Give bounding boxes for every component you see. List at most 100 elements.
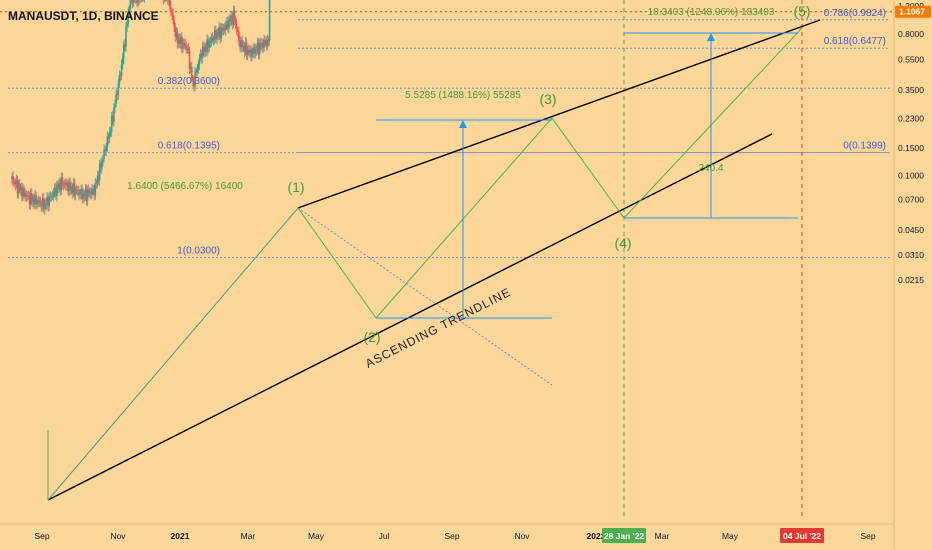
candle	[45, 198, 47, 211]
candle-body	[53, 187, 56, 193]
candle-body	[267, 39, 270, 42]
wave-label: (5)	[793, 3, 810, 19]
candle-body	[212, 39, 215, 41]
candle	[136, 0, 138, 7]
price-badge-bg	[895, 5, 931, 18]
candle-body	[254, 48, 257, 54]
candle	[125, 21, 127, 53]
candle-body	[208, 42, 211, 48]
date-badge-label: 28 Jan '22	[604, 531, 645, 541]
candle	[192, 74, 194, 87]
candle-body	[226, 21, 228, 25]
candle	[253, 42, 256, 59]
candle-body	[221, 28, 224, 30]
candle	[215, 25, 217, 43]
candle	[129, 0, 132, 15]
candle-body	[181, 36, 183, 49]
time-tick: Nov	[514, 531, 530, 541]
candle-body	[247, 49, 250, 53]
candle	[67, 180, 69, 195]
candle	[187, 43, 190, 55]
candle	[114, 99, 116, 113]
candle-body	[228, 19, 230, 29]
candle	[28, 191, 31, 210]
candle	[219, 23, 222, 44]
candle	[250, 45, 252, 62]
candle	[239, 35, 241, 52]
candle-body	[193, 80, 195, 87]
candle-body	[199, 54, 202, 58]
candle	[137, 0, 139, 8]
candle	[259, 37, 262, 50]
candle	[102, 154, 104, 167]
price-axis[interactable]: 1.20000.80000.55000.35000.23000.15000.10…	[893, 0, 932, 550]
candle-body	[235, 23, 238, 32]
candle-body	[115, 94, 117, 104]
fib-diagonal	[297, 207, 553, 386]
price-axis-bg	[894, 0, 932, 550]
candle	[243, 41, 246, 58]
candle-body	[106, 136, 109, 148]
candle-body	[109, 131, 112, 133]
candle	[27, 190, 30, 200]
candle	[87, 184, 90, 197]
candle-body	[66, 182, 68, 186]
candle-body	[194, 71, 196, 87]
candle	[32, 194, 34, 208]
candle	[55, 182, 57, 200]
candle	[256, 37, 259, 55]
candle	[115, 88, 117, 108]
candle-body	[244, 42, 247, 53]
wave-label: (3)	[539, 91, 556, 107]
candle-body	[46, 196, 48, 206]
candle-body	[55, 187, 57, 197]
candle-body	[174, 26, 177, 37]
candle-body	[61, 177, 64, 185]
candle-body	[59, 182, 62, 191]
candle-body	[56, 184, 58, 197]
candle	[25, 190, 28, 202]
time-tick: May	[308, 531, 325, 541]
wave-label: (2)	[363, 329, 380, 345]
candle-body	[201, 46, 204, 59]
candle	[62, 180, 65, 191]
candle-body	[49, 196, 52, 197]
candle	[118, 70, 121, 88]
candle-body	[103, 149, 105, 159]
candle	[72, 178, 75, 198]
time-tick: Nov	[110, 531, 126, 541]
candle	[170, 1, 172, 17]
candle-body	[215, 30, 217, 39]
candle-body	[75, 189, 78, 191]
time-tick: 2021	[171, 531, 190, 541]
candle	[23, 184, 25, 199]
candle-body	[87, 189, 90, 194]
candle	[177, 34, 180, 49]
candle-body	[239, 40, 241, 48]
candle	[56, 180, 58, 202]
time-tick: 2022	[587, 531, 606, 541]
candle	[82, 188, 85, 204]
measurement-label: 5.5285 (1488.16%) 55285	[405, 90, 521, 101]
candle-body	[108, 131, 111, 139]
candle-body	[229, 19, 231, 22]
candle	[95, 179, 98, 189]
candle	[16, 175, 19, 199]
time-axis[interactable]: Sep Nov 2021 Mar May Jul Sep Nov 2022 Mar May Sep 28…	[0, 523, 894, 543]
candle-body	[206, 39, 208, 52]
candle	[41, 193, 44, 212]
time-tick: Sep	[860, 531, 875, 541]
candle-body	[189, 66, 192, 69]
candle	[174, 22, 177, 43]
candle-body	[80, 189, 82, 195]
candle-body	[233, 10, 236, 20]
candle-body	[128, 9, 131, 13]
candle	[218, 21, 220, 41]
candle-body	[223, 28, 226, 31]
chart-title: MANAUSDT, 1D, BINANCE	[8, 9, 159, 23]
candle	[42, 192, 45, 213]
candle-body	[184, 43, 186, 47]
candle-body	[38, 200, 41, 202]
candle-body	[69, 181, 71, 191]
